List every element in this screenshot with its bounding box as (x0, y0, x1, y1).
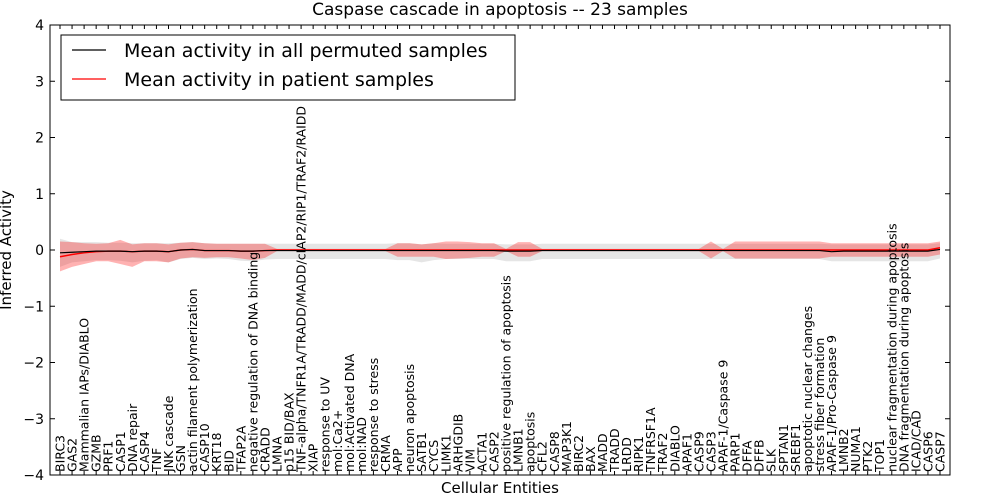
x-category-label: actin filament polymerization (185, 288, 200, 472)
x-category-label: BIRC3 (53, 435, 68, 472)
x-axis-label: Cellular Entities (441, 479, 559, 497)
x-category-label: SREBF1 (788, 424, 803, 472)
x-category-label: DFFB (752, 439, 767, 472)
y-tick-label: −1 (23, 299, 44, 315)
x-category-label: ICAD/CAD (908, 410, 923, 472)
x-category-label: TOP1 (872, 439, 887, 473)
x-category-label: CASP4 (137, 431, 152, 472)
x-category-label: BID (221, 450, 236, 472)
x-category-label: CFL2 (535, 441, 550, 472)
x-category-label: GZMB (89, 434, 104, 472)
x-category-label: mol:Ca2+ (330, 410, 345, 472)
x-category-label: mol:NAD (354, 417, 369, 472)
x-category-label: neuron apoptosis (402, 364, 417, 472)
x-category-label: positive regulation of apoptosis (499, 275, 514, 472)
x-category-label: DIABLO (667, 425, 682, 472)
x-category-label: CASP3 (703, 431, 718, 472)
line-permuted-mean (59, 248, 941, 254)
x-category-label: p15 BID/BAX (282, 392, 297, 472)
confidence-bands (60, 238, 940, 272)
chart-title: Caspase cascade in apoptosis -- 23 sampl… (312, 0, 688, 20)
x-category-label: MAP3K1 (559, 421, 574, 472)
legend-box (60, 34, 516, 101)
y-tick-label: 4 (35, 18, 44, 34)
x-category-label: CASP6 (920, 431, 935, 472)
y-tick-label: −2 (23, 356, 44, 372)
x-category-label: TFAP2A (233, 425, 248, 473)
x-category-label: stress fiber formation (812, 338, 827, 472)
x-category-label: CASP10 (197, 423, 212, 472)
x-category-label: CASP9 (691, 431, 706, 472)
x-category-label: CRMA (378, 435, 393, 472)
x-category-label: DFFA (740, 440, 755, 472)
x-category-label: apoptosis (523, 412, 538, 472)
x-category-label: response to UV (318, 377, 333, 472)
x-category-label: APAF1 (679, 433, 694, 472)
x-category-label: PRF1 (101, 441, 116, 472)
x-category-label: RIPK1 (631, 436, 646, 472)
x-category-label: SPTAN1 (776, 424, 791, 472)
x-category-label: XIAP (306, 443, 321, 472)
x-category-label: SATB1 (414, 432, 429, 472)
x-category-label: Mammalian IAPs/DIABLO (77, 318, 92, 472)
x-category-label: APAF-1/Pro-Caspase 9 (824, 335, 839, 472)
x-category-label: negative regulation of DNA binding (245, 252, 260, 472)
y-tick-label: 0 (35, 243, 44, 259)
y-tick-label: −3 (23, 412, 44, 428)
band-patient (60, 239, 940, 272)
legend: Mean activity in all permuted samples Me… (60, 34, 516, 101)
x-category-label: LMNA (269, 436, 284, 472)
x-category-label: CASP7 (933, 431, 948, 472)
x-category-label: PARP1 (728, 433, 743, 472)
x-category-label: TRADD (607, 428, 622, 473)
x-category-label: KRT18 (209, 432, 224, 472)
y-axis-label: Inferred Activity (0, 190, 15, 310)
x-category-label: BIRC2 (571, 435, 586, 472)
x-category-label: CRADD (257, 427, 272, 472)
x-category-label: LMNB2 (836, 428, 851, 472)
x-category-label: MADD (595, 433, 610, 472)
legend-label-permuted: Mean activity in all permuted samples (124, 40, 487, 62)
x-category-label: BAX (583, 446, 598, 472)
x-category-label: APP (390, 448, 405, 472)
x-category-label: CASP8 (547, 431, 562, 472)
x-category-label: CASP1 (113, 431, 128, 472)
x-category-label: TNF-alpha/TNFR1A/TRADD/MADD/cIAP2/RIP1/T… (294, 106, 309, 473)
x-category-label: JNK cascade (161, 395, 176, 473)
y-axis-ticks: −4 −3 −2 −1 0 1 2 3 4 (23, 18, 950, 484)
x-category-label: LIMK1 (438, 434, 453, 472)
x-category-label: CYCS (426, 440, 441, 472)
x-category-label: LMNB1 (511, 428, 526, 472)
y-tick-label: 1 (35, 187, 44, 203)
x-category-label: TNFRSF1A (643, 407, 658, 473)
x-category-label: apoptotic nuclear changes (800, 306, 815, 472)
legend-label-patient: Mean activity in patient samples (124, 69, 434, 91)
y-tick-label: −4 (23, 468, 44, 484)
band-permuted (60, 238, 940, 267)
x-category-label: TNF (149, 448, 164, 473)
y-tick-label: 3 (35, 74, 44, 90)
x-category-label: SLK (764, 448, 779, 472)
x-category-label: APAF-1/Caspase 9 (716, 360, 731, 472)
x-category-label: CASP2 (486, 431, 501, 472)
x-category-label: DNA repair (125, 403, 140, 472)
x-category-label: GAS2 (65, 438, 80, 472)
x-category-label: ACTA1 (474, 432, 489, 472)
x-category-label: VIM (462, 449, 477, 472)
x-category-label: GSN (173, 445, 188, 472)
x-category-label: ARHGDIB (450, 414, 465, 472)
x-category-label: response to stress (366, 358, 381, 472)
x-category-label: mol:Activated DNA (342, 353, 357, 472)
x-category-label: DNA fragmentation during apoptosis (896, 243, 911, 472)
x-category-label: PTK2 (860, 441, 875, 472)
x-category-label: LRDD (619, 437, 634, 472)
x-category-label: TRAF2 (655, 432, 670, 473)
series-lines (59, 247, 941, 258)
x-category-label: nuclear fragmentation during apoptosis (884, 223, 899, 472)
x-category-label: NUMA1 (848, 426, 863, 472)
y-tick-label: 2 (35, 131, 44, 147)
